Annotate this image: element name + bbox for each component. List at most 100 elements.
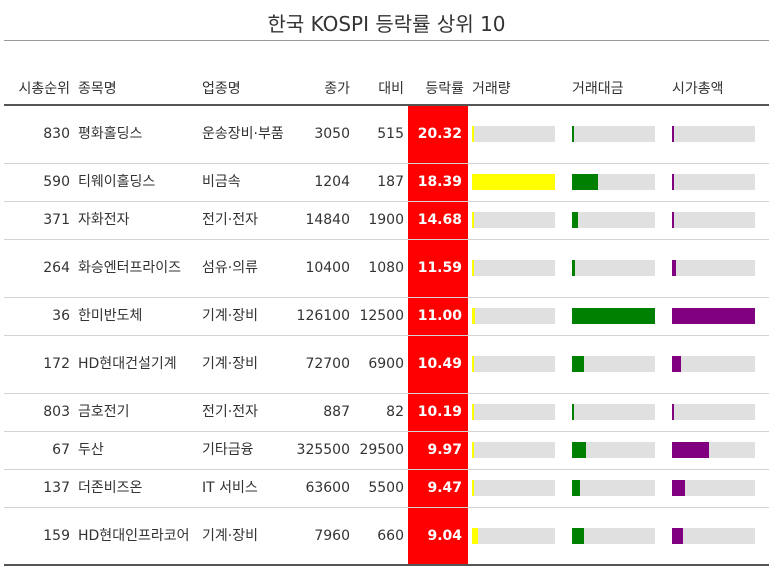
cell-mcap-bar [668,163,769,202]
header-sector[interactable]: 업종명 [198,44,290,106]
cell-pct: 9.04 [408,507,468,566]
table-row[interactable]: 172 HD현대건설기계 기계·장비 72700 6900 10.49 [4,335,769,394]
header-mcap[interactable]: 시가총액 [668,44,769,106]
cell-close: 325500 [290,431,354,470]
amount-bar-fill [572,308,655,324]
amount-bar-track [572,260,655,276]
cell-close: 72700 [290,335,354,394]
cell-change: 660 [354,507,408,566]
table-row[interactable]: 590 티웨이홀딩스 비금속 1204 187 18.39 [4,163,769,202]
cell-change: 515 [354,105,408,164]
volume-bar-track [472,527,555,544]
header-pct[interactable]: 등락률 [408,44,468,106]
table-body: 830 평화홀딩스 운송장비·부품 3050 515 20.32 590 티웨이홀딩스 비금속 1… [4,105,769,566]
cell-volume-bar [468,297,568,336]
mcap-bar-track [672,527,755,544]
cell-close: 126100 [290,297,354,336]
table-row[interactable]: 371 자화전자 전기·전자 14840 1900 14.68 [4,201,769,240]
cell-mcap-bar [668,431,769,470]
header-close[interactable]: 종가 [290,44,354,106]
cell-amount-bar [568,201,668,240]
mcap-bar-fill [672,527,683,544]
table-row[interactable]: 264 화승엔터프라이즈 섬유·의류 10400 1080 11.59 [4,239,769,298]
cell-change: 1080 [354,239,408,298]
volume-bar-fill [472,356,474,372]
cell-volume-bar [468,431,568,470]
amount-bar-fill [572,212,578,228]
cell-pct: 10.49 [408,335,468,394]
header-amount[interactable]: 거래대금 [568,44,668,106]
volume-bar-fill [472,527,478,544]
cell-change: 1900 [354,201,408,240]
cell-pct: 9.47 [408,469,468,508]
cell-change: 6900 [354,335,408,394]
volume-bar-fill [472,126,474,143]
cell-pct: 20.32 [408,105,468,164]
cell-sector: 전기·전자 [198,201,290,240]
table-row[interactable]: 159 HD현대인프라코어 기계·장비 7960 660 9.04 [4,507,769,566]
cell-close: 14840 [290,201,354,240]
mcap-bar-fill [672,480,686,496]
cell-change: 12500 [354,297,408,336]
cell-volume-bar [468,105,568,164]
table-row[interactable]: 803 금호전기 전기·전자 887 82 10.19 [4,393,769,432]
cell-rank: 172 [4,335,74,394]
amount-bar-track [572,442,655,458]
mcap-bar-track [672,356,755,372]
cell-name: 자화전자 [74,201,198,240]
cell-rank: 159 [4,507,74,566]
cell-change: 29500 [354,431,408,470]
amount-bar-track [572,527,655,544]
cell-volume-bar [468,469,568,508]
mcap-bar-track [672,442,755,458]
cell-mcap-bar [668,105,769,164]
amount-bar-fill [572,527,585,544]
header-name[interactable]: 종목명 [74,44,198,106]
cell-name: 더존비즈온 [74,469,198,508]
cell-name: 두산 [74,431,198,470]
amount-bar-fill [572,356,585,372]
cell-close: 887 [290,393,354,432]
table-row[interactable]: 36 한미반도체 기계·장비 126100 12500 11.00 [4,297,769,336]
cell-pct: 11.59 [408,239,468,298]
table-row[interactable]: 830 평화홀딩스 운송장비·부품 3050 515 20.32 [4,105,769,164]
mcap-bar-fill [672,174,674,190]
cell-amount-bar [568,431,668,470]
cell-name: 평화홀딩스 [74,105,198,164]
amount-bar-track [572,356,655,372]
cell-change: 5500 [354,469,408,508]
header-volume[interactable]: 거래량 [468,44,568,106]
table-row[interactable]: 137 더존비즈온 IT 서비스 63600 5500 9.47 [4,469,769,508]
cell-sector: 섬유·의류 [198,239,290,298]
header-change[interactable]: 대비 [354,44,408,106]
cell-volume-bar [468,335,568,394]
cell-sector: 기타금융 [198,431,290,470]
volume-bar-fill [472,174,555,190]
cell-rank: 137 [4,469,74,508]
cell-mcap-bar [668,469,769,508]
mcap-bar-track [672,260,755,276]
mcap-bar-track [672,212,755,228]
cell-pct: 11.00 [408,297,468,336]
cell-mcap-bar [668,335,769,394]
header-rank[interactable]: 시총순위 [4,44,74,106]
cell-rank: 67 [4,431,74,470]
cell-change: 187 [354,163,408,202]
amount-bar-fill [572,404,574,420]
volume-bar-fill [472,260,474,276]
amount-bar-track [572,212,655,228]
cell-volume-bar [468,163,568,202]
cell-mcap-bar [668,201,769,240]
cell-mcap-bar [668,507,769,566]
cell-name: HD현대인프라코어 [74,507,198,566]
volume-bar-fill [472,404,474,420]
volume-bar-track [472,126,555,143]
mcap-bar-fill [672,212,675,228]
amount-bar-fill [572,480,581,496]
cell-name: 한미반도체 [74,297,198,336]
cell-close: 7960 [290,507,354,566]
cell-pct: 9.97 [408,431,468,470]
cell-amount-bar [568,469,668,508]
amount-bar-track [572,126,655,143]
table-row[interactable]: 67 두산 기타금융 325500 29500 9.97 [4,431,769,470]
